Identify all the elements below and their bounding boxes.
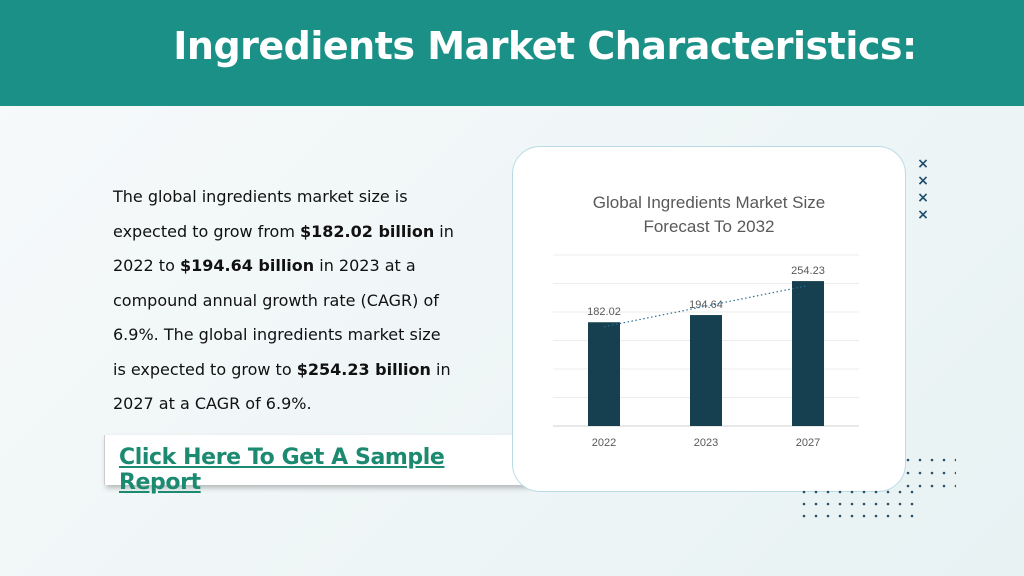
x-mark-icon: × — [917, 190, 929, 206]
dot-grid-decoration — [802, 458, 956, 518]
chart-title: Global Ingredients Market Size Forecast … — [513, 191, 905, 239]
x-mark-icon: × — [917, 156, 929, 172]
chart-card: Global Ingredients Market Size Forecast … — [512, 146, 906, 492]
x-tick-label: 2023 — [694, 437, 718, 449]
dot — [826, 514, 830, 518]
dot — [874, 502, 878, 506]
data-label: 254.23 — [791, 265, 825, 277]
dot — [838, 502, 842, 506]
dot — [910, 502, 914, 506]
dot — [826, 490, 830, 494]
dot — [838, 514, 842, 518]
dot — [918, 458, 922, 462]
data-label: 182.02 — [587, 306, 621, 318]
dot — [802, 502, 806, 506]
dot — [898, 490, 902, 494]
bar — [690, 315, 722, 426]
chart-title-line2: Forecast To 2032 — [643, 217, 775, 236]
description-paragraph: The global ingredients market size is ex… — [113, 180, 458, 422]
text-part-4: in 2027 at a CAGR of 6.9%. — [113, 359, 451, 414]
value-2027: $254.23 billion — [296, 359, 431, 379]
dot — [874, 514, 878, 518]
dot — [862, 502, 866, 506]
dot — [930, 458, 934, 462]
x-decoration: × × × × — [914, 156, 932, 224]
dot — [850, 502, 854, 506]
dot — [802, 514, 806, 518]
dot — [826, 502, 830, 506]
dot — [918, 471, 922, 475]
dot — [918, 484, 922, 488]
dot — [954, 484, 956, 488]
dot — [930, 471, 934, 475]
trendline — [603, 284, 809, 328]
text-part-2: in 2022 to — [113, 221, 454, 276]
value-2022: $182.02 billion — [300, 221, 435, 241]
dot — [910, 490, 914, 494]
dot — [802, 490, 806, 494]
dot — [874, 490, 878, 494]
bar — [588, 322, 620, 426]
chart-title-line1: Global Ingredients Market Size — [592, 193, 826, 212]
header-banner: Ingredients Market Characteristics: — [0, 0, 1024, 106]
dot — [898, 502, 902, 506]
dot — [886, 514, 890, 518]
dot — [942, 471, 946, 475]
dot — [862, 514, 866, 518]
dot — [930, 484, 934, 488]
dot — [942, 484, 946, 488]
dot — [886, 490, 890, 494]
dot — [838, 490, 842, 494]
dot — [906, 471, 910, 475]
dot — [906, 458, 910, 462]
sample-report-link[interactable]: Click Here To Get A Sample Report — [119, 445, 445, 495]
dot — [898, 514, 902, 518]
bar-chart: 182.02 2022 194.64 2023 254.23 2027 — [553, 254, 859, 449]
dot — [814, 490, 818, 494]
dot — [910, 514, 914, 518]
dot — [942, 458, 946, 462]
dot — [850, 490, 854, 494]
sample-report-box: Click Here To Get A Sample Report — [104, 435, 529, 495]
x-mark-icon: × — [917, 173, 929, 189]
text-part-1: The global ingredients market size is ex… — [113, 187, 408, 241]
text-part-3: in 2023 at a compound annual growth rate… — [113, 256, 441, 379]
data-label: 194.64 — [689, 299, 723, 311]
dot — [862, 490, 866, 494]
dot — [814, 514, 818, 518]
x-tick-label: 2022 — [592, 437, 616, 449]
dot — [954, 471, 956, 475]
dot — [954, 458, 956, 462]
x-tick-label: 2027 — [796, 437, 820, 449]
value-2023: $194.64 billion — [179, 256, 315, 275]
bar — [792, 281, 824, 426]
page-title: Ingredients Market Characteristics: — [173, 24, 917, 68]
dot — [906, 484, 910, 488]
dot — [814, 502, 818, 506]
x-mark-icon: × — [917, 207, 929, 223]
dot — [886, 502, 890, 506]
dot — [850, 514, 854, 518]
